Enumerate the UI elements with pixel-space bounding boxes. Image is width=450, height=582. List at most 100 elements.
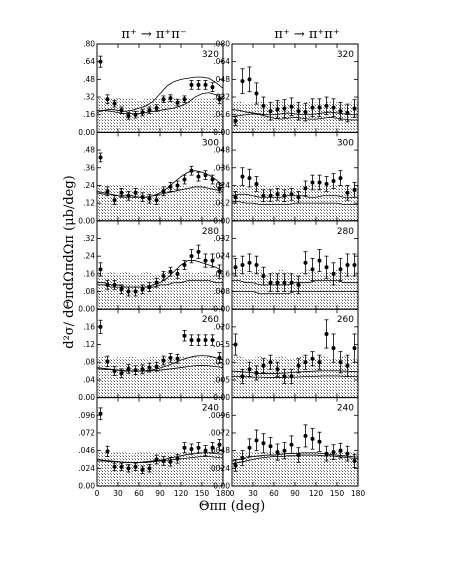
- panel-0-0: 0.00 .16 .32 .48 .64 .80 320: [78, 40, 224, 137]
- data-point: [310, 436, 315, 441]
- y-tick-label: .64: [83, 57, 95, 66]
- data-point: [289, 442, 294, 447]
- y-tick-label: 0.00: [78, 393, 95, 402]
- data-point: [345, 263, 350, 267]
- data-point: [240, 174, 245, 179]
- data-point: [203, 173, 208, 178]
- y-tick-label: .24: [83, 181, 95, 190]
- data-point: [296, 195, 301, 200]
- x-tick-label: 180: [216, 489, 231, 498]
- x-tick-label: 30: [248, 489, 258, 498]
- data-point: [210, 85, 215, 90]
- data-point: [310, 267, 315, 272]
- data-point: [261, 441, 266, 446]
- data-point: [175, 100, 180, 105]
- energy-label: 300: [337, 138, 354, 148]
- data-point: [119, 108, 124, 113]
- data-point: [254, 91, 259, 96]
- data-point: [182, 333, 187, 338]
- data-point: [196, 174, 201, 179]
- uncertainty-band: [232, 269, 358, 310]
- data-point: [310, 356, 315, 361]
- y-tick-label: 0.00: [213, 216, 230, 225]
- data-point: [275, 280, 280, 285]
- y-tick-label: .012: [213, 199, 230, 208]
- data-point: [168, 184, 173, 189]
- data-point: [168, 459, 173, 464]
- data-point: [119, 371, 124, 376]
- data-point: [296, 453, 301, 458]
- data-point: [289, 374, 294, 379]
- y-tick-label: .08: [83, 358, 95, 367]
- data-point: [161, 274, 166, 279]
- data-point: [196, 82, 201, 87]
- y-tick-label: .24: [83, 252, 95, 261]
- y-tick-label: .064: [213, 57, 230, 66]
- data-point: [112, 198, 117, 203]
- data-point: [133, 368, 138, 373]
- data-point: [161, 358, 166, 363]
- data-point: [140, 367, 145, 372]
- data-point: [268, 280, 273, 285]
- panel-1-2: 0.00 .008 .016 .024 .032 280: [213, 220, 359, 314]
- y-tick-label: .16: [83, 322, 95, 331]
- x-tick-label: 60: [134, 489, 144, 498]
- data-point: [289, 280, 294, 285]
- y-tick-label: .80: [83, 40, 95, 49]
- data-point: [254, 263, 259, 267]
- data-point: [126, 113, 131, 118]
- data-point: [254, 370, 259, 375]
- data-point: [247, 176, 252, 181]
- model-curve-2: [232, 375, 359, 378]
- y-tick-label: .0048: [209, 446, 231, 455]
- column-title-right: π⁺ → π⁺π⁺: [274, 27, 339, 42]
- y-tick-label: .080: [213, 40, 230, 49]
- y-tick-label: 0.00: [78, 128, 95, 137]
- data-point: [112, 101, 117, 106]
- y-tick-label: .12: [83, 199, 95, 208]
- y-tick-label: 0.00: [213, 393, 230, 402]
- model-curve-1: [97, 260, 224, 288]
- energy-label: 240: [337, 404, 354, 414]
- data-point: [133, 289, 138, 294]
- data-point: [189, 254, 194, 259]
- data-point: [147, 466, 152, 471]
- data-point: [203, 258, 208, 263]
- y-tick-label: 0.00: [213, 305, 230, 314]
- panel-grid: 0.00 .16 .32 .48 .64 .80 320 0.00 .12 .24 .36 .48 30…: [78, 40, 365, 499]
- y-tick-label: 0.00: [213, 482, 230, 491]
- data-point: [282, 280, 287, 285]
- data-point: [233, 265, 238, 270]
- y-tick-label: .016: [213, 269, 230, 278]
- data-point: [140, 467, 145, 472]
- data-point: [161, 189, 166, 194]
- data-point: [168, 269, 173, 274]
- model-curve-1: [231, 452, 359, 462]
- data-point: [233, 463, 238, 468]
- data-point: [182, 177, 187, 182]
- data-point: [261, 193, 266, 198]
- data-point: [261, 363, 266, 368]
- y-tick-label: .16: [83, 269, 95, 278]
- x-tick-label: 120: [309, 489, 324, 498]
- data-point: [203, 338, 208, 343]
- y-axis-label: d²σ/ dΘπdΩπdΩπ (μb/deg): [62, 175, 77, 349]
- model-curve-2: [97, 280, 223, 288]
- data-point: [189, 82, 194, 87]
- data-point: [119, 464, 124, 469]
- data-point: [210, 445, 215, 450]
- data-point: [345, 190, 350, 195]
- data-point: [126, 193, 131, 198]
- data-point: [119, 287, 124, 292]
- uncertainty-band: [232, 101, 358, 133]
- uncertainty-band: [232, 183, 358, 221]
- x-tick-label: 0: [230, 489, 235, 498]
- energy-label: 260: [337, 315, 354, 325]
- uncertainty-band: [97, 183, 223, 221]
- data-point: [240, 374, 245, 379]
- data-point: [352, 106, 357, 111]
- data-point: [282, 374, 287, 379]
- y-tick-label: .072: [78, 428, 95, 437]
- data-point: [210, 338, 215, 343]
